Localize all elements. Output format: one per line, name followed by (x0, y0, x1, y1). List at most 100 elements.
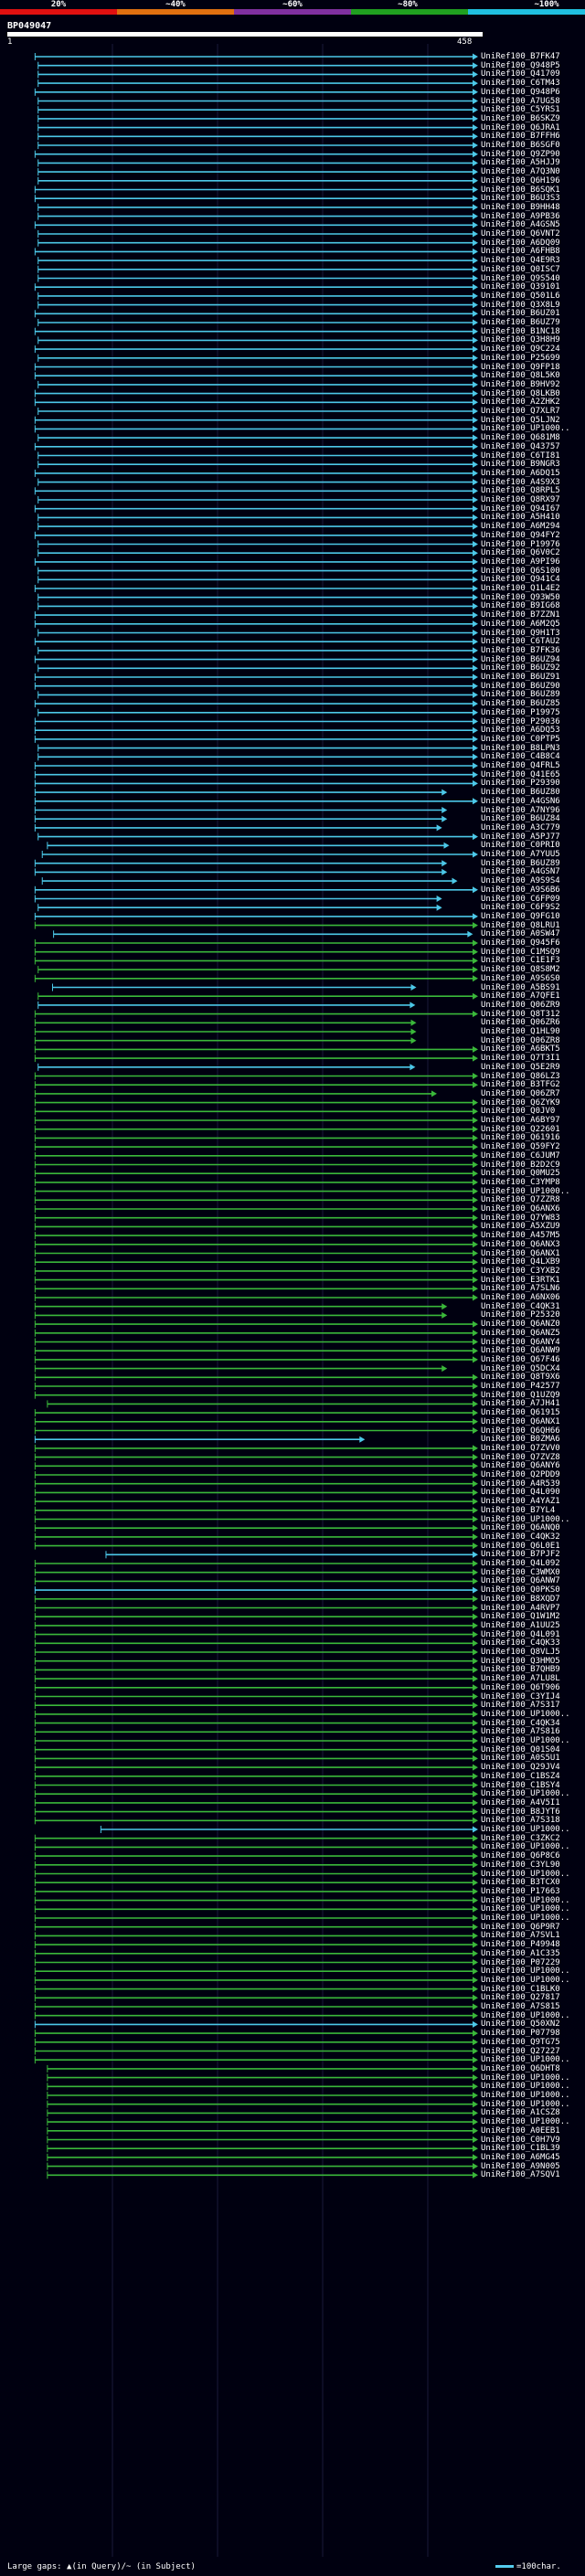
hit-label[interactable]: UniRef100_Q8S8M2 (481, 965, 560, 975)
hit-label[interactable]: UniRef100_Q27817 (481, 1993, 560, 2003)
hit-label[interactable]: UniRef100_Q1UZQ9 (481, 1390, 560, 1400)
hit-label[interactable]: UniRef100_Q0JV0 (481, 1107, 556, 1117)
hit-label[interactable]: UniRef100_UP1000.. (481, 1186, 570, 1196)
hit-label[interactable]: UniRef100_C3YXB2 (481, 1266, 560, 1276)
hit-label[interactable]: UniRef100_A3C779 (481, 822, 560, 832)
hit-label[interactable]: UniRef100_P25320 (481, 1310, 560, 1320)
hit-label[interactable]: UniRef100_C6F9S2 (481, 903, 560, 913)
hit-label[interactable]: UniRef100_A9PB36 (481, 211, 560, 221)
hit-label[interactable]: UniRef100_Q6ANX1 (481, 1416, 560, 1426)
hit-label[interactable]: UniRef100_Q4L090 (481, 1488, 560, 1498)
hit-label[interactable]: UniRef100_Q7YW83 (481, 1213, 560, 1223)
hit-label[interactable]: UniRef100_A1CSZ8 (481, 2108, 560, 2118)
hit-label[interactable]: UniRef100_A4GSN6 (481, 796, 560, 806)
hit-label[interactable]: UniRef100_UP1000.. (481, 2055, 570, 2065)
hit-label[interactable]: UniRef100_Q8T9X6 (481, 1373, 560, 1383)
hit-label[interactable]: UniRef100_Q8T312 (481, 1009, 560, 1019)
hit-label[interactable]: UniRef100_C4QK31 (481, 1301, 560, 1311)
hit-label[interactable]: UniRef100_B9HH48 (481, 202, 560, 212)
hit-label[interactable]: UniRef100_Q01S04 (481, 1744, 560, 1754)
hit-label[interactable]: UniRef100_Q29JV4 (481, 1763, 560, 1773)
hit-label[interactable]: UniRef100_UP1000.. (481, 2082, 570, 2092)
hit-label[interactable]: UniRef100_Q9FG10 (481, 911, 560, 921)
hit-label[interactable]: UniRef100_UP1000.. (481, 1736, 570, 1745)
hit-label[interactable]: UniRef100_B7PJF2 (481, 1550, 560, 1560)
hit-label[interactable]: UniRef100_C6TM43 (481, 79, 560, 89)
hit-label[interactable]: UniRef100_C0H7V9 (481, 2135, 560, 2145)
hit-label[interactable]: UniRef100_C0PRI0 (481, 841, 560, 851)
hit-label[interactable]: UniRef100_B6U3S3 (481, 194, 560, 204)
hit-label[interactable]: UniRef100_Q27227 (481, 2046, 560, 2056)
hit-label[interactable]: UniRef100_A7S318 (481, 1816, 560, 1826)
hit-label[interactable]: UniRef100_A6DQ09 (481, 238, 560, 248)
hit-label[interactable]: UniRef100_C4B8C4 (481, 752, 560, 762)
hit-label[interactable]: UniRef100_B0ZMA6 (481, 1435, 560, 1445)
hit-label[interactable]: UniRef100_UP1000.. (481, 2010, 570, 2020)
hit-label[interactable]: UniRef100_UP1000.. (481, 1869, 570, 1879)
hit-label[interactable]: UniRef100_Q67F46 (481, 1354, 560, 1364)
hit-label[interactable]: UniRef100_A9S6B6 (481, 885, 560, 895)
hit-label[interactable]: UniRef100_Q6P8C6 (481, 1851, 560, 1861)
hit-label[interactable]: UniRef100_Q9C224 (481, 345, 560, 355)
hit-label[interactable]: UniRef100_B9IG68 (481, 601, 560, 611)
hit-label[interactable]: UniRef100_Q6JRA1 (481, 122, 560, 133)
hit-label[interactable]: UniRef100_Q94FY2 (481, 530, 560, 540)
hit-label[interactable]: UniRef100_UP1000.. (481, 1789, 570, 1799)
hit-label[interactable]: UniRef100_Q6P9R7 (481, 1922, 560, 1932)
hit-label[interactable]: UniRef100_Q0PKS0 (481, 1585, 560, 1595)
hit-label[interactable]: UniRef100_P07229 (481, 1957, 560, 1967)
hit-label[interactable]: UniRef100_Q4L092 (481, 1559, 560, 1568)
hit-label[interactable]: UniRef100_Q3H8H9 (481, 335, 560, 345)
hit-label[interactable]: UniRef100_P19975 (481, 707, 560, 717)
hit-label[interactable]: UniRef100_B7FK47 (481, 52, 560, 61)
hit-label[interactable]: UniRef100_Q06ZR9 (481, 1000, 560, 1010)
hit-label[interactable]: UniRef100_B6UZ84 (481, 814, 560, 824)
hit-label[interactable]: UniRef100_Q61916 (481, 1133, 560, 1143)
hit-label[interactable]: UniRef100_Q9FP18 (481, 362, 560, 372)
hit-label[interactable]: UniRef100_B9NGR3 (481, 460, 560, 470)
hit-label[interactable]: UniRef100_C3YL90 (481, 1860, 560, 1870)
hit-label[interactable]: UniRef100_Q6S100 (481, 566, 560, 576)
hit-label[interactable]: UniRef100_A9N005 (481, 2161, 560, 2171)
hit-label[interactable]: UniRef100_Q8VLJ5 (481, 1648, 560, 1657)
hit-label[interactable]: UniRef100_A7YUU5 (481, 850, 560, 859)
hit-label[interactable]: UniRef100_B3TCX0 (481, 1878, 560, 1888)
hit-label[interactable]: UniRef100_Q7XLR7 (481, 407, 560, 416)
hit-label[interactable]: UniRef100_P25699 (481, 353, 560, 363)
hit-label[interactable]: UniRef100_P49948 (481, 1940, 560, 1950)
hit-label[interactable]: UniRef100_UP1000.. (481, 1514, 570, 1524)
hit-label[interactable]: UniRef100_UP1000.. (481, 2091, 570, 2100)
hit-label[interactable]: UniRef100_B6SGF0 (481, 141, 560, 150)
hit-label[interactable]: UniRef100_B7FK36 (481, 645, 560, 655)
hit-label[interactable]: UniRef100_A7NY96 (481, 805, 560, 815)
hit-label[interactable]: UniRef100_Q941C4 (481, 575, 560, 585)
hit-label[interactable]: UniRef100_A457M5 (481, 1231, 560, 1241)
hit-label[interactable]: UniRef100_Q50XN2 (481, 2019, 560, 2030)
hit-label[interactable]: UniRef100_C1MSQ9 (481, 947, 560, 957)
hit-label[interactable]: UniRef100_Q1L4E2 (481, 584, 560, 593)
hit-label[interactable]: UniRef100_Q06ZR8 (481, 1035, 560, 1045)
hit-label[interactable]: UniRef100_Q6ANW9 (481, 1346, 560, 1356)
hit-label[interactable]: UniRef100_Q6T906 (481, 1682, 560, 1692)
hit-label[interactable]: UniRef100_C5YRS1 (481, 105, 560, 115)
hit-label[interactable]: UniRef100_A0S5U1 (481, 1754, 560, 1764)
hit-label[interactable]: UniRef100_A6BKT5 (481, 1044, 560, 1055)
hit-label[interactable]: UniRef100_Q6ANX3 (481, 1239, 560, 1249)
hit-label[interactable]: UniRef100_C3ZKC2 (481, 1833, 560, 1843)
hit-label[interactable]: UniRef100_A0EEB1 (481, 2125, 560, 2136)
hit-label[interactable]: UniRef100_Q9TG75 (481, 2037, 560, 2047)
hit-label[interactable]: UniRef100_Q6VNT2 (481, 229, 560, 239)
hit-label[interactable]: UniRef100_A4R539 (481, 1479, 560, 1489)
hit-label[interactable]: UniRef100_Q41709 (481, 69, 560, 80)
hit-label[interactable]: UniRef100_Q8L5K0 (481, 371, 560, 381)
hit-label[interactable]: UniRef100_Q9S540 (481, 273, 560, 283)
hit-label[interactable]: UniRef100_C6TI81 (481, 451, 560, 461)
hit-label[interactable]: UniRef100_Q6L0E1 (481, 1541, 560, 1551)
hit-label[interactable]: UniRef100_Q7T3I1 (481, 1054, 560, 1064)
hit-label[interactable]: UniRef100_UP1000.. (481, 1842, 570, 1852)
hit-label[interactable]: UniRef100_Q0ISC7 (481, 264, 560, 274)
hit-label[interactable]: UniRef100_Q6V0C2 (481, 548, 560, 558)
hit-label[interactable]: UniRef100_Q06ZR7 (481, 1088, 560, 1098)
hit-label[interactable]: UniRef100_C1BLK0 (481, 1984, 560, 1994)
hit-label[interactable]: UniRef100_Q1HL90 (481, 1027, 560, 1036)
